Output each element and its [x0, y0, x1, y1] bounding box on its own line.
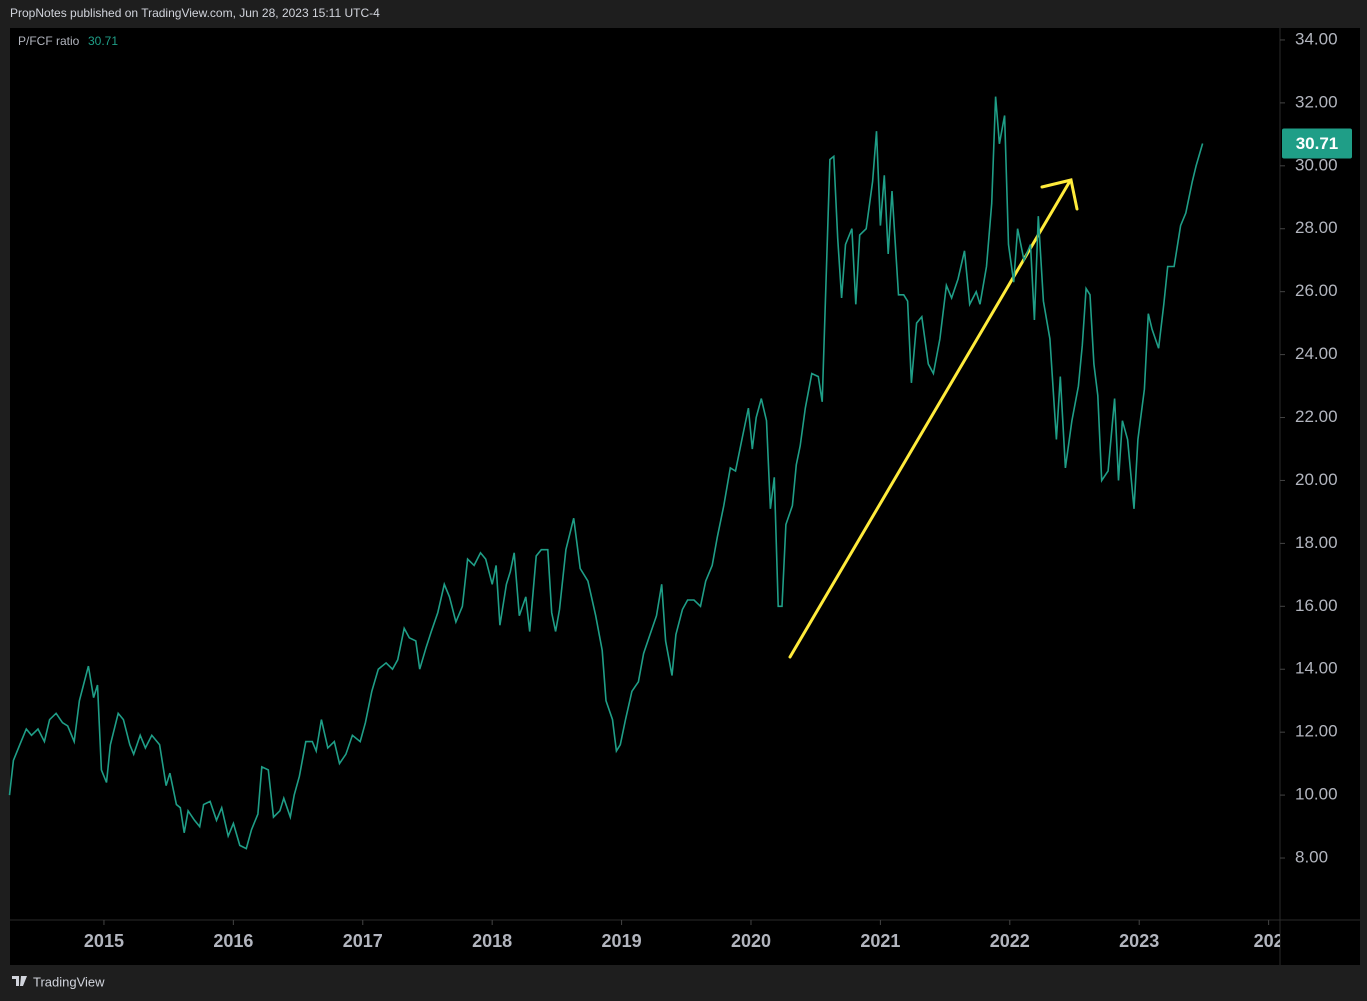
logo: [12, 976, 27, 986]
y-tick-label: 18.00: [1295, 533, 1338, 552]
legend-value: 30.71: [88, 34, 118, 48]
x-axis: 2015 2016 2017 2018 2019 2020 2021 2022 2023 202: [84, 920, 1284, 951]
x-tick-label: 2018: [472, 931, 512, 951]
y-tick-label: 20.00: [1295, 470, 1338, 489]
plot-area: [10, 28, 1360, 965]
footer: TradingView: [33, 974, 105, 989]
x-tick-label: 2022: [990, 931, 1030, 951]
header: PropNotes published on TradingView.com, …: [10, 6, 380, 20]
price-badge-label: 30.71: [1296, 134, 1339, 153]
x-tick-label: 202: [1254, 931, 1284, 951]
x-tick-label: 2016: [213, 931, 253, 951]
x-tick-label: 2015: [84, 931, 124, 951]
x-tick-label: 2020: [731, 931, 771, 951]
y-tick-label: 30.00: [1295, 155, 1338, 174]
x-tick-label: 2023: [1119, 931, 1159, 951]
y-tick-label: 22.00: [1295, 407, 1338, 426]
y-tick-label: 10.00: [1295, 785, 1338, 804]
line: [8, 96, 1204, 850]
y-tick-label: 24.00: [1295, 344, 1338, 363]
x-tick-label: 2021: [860, 931, 900, 951]
x-tick-label: 2017: [343, 931, 383, 951]
y-tick-label: 26.00: [1295, 281, 1338, 300]
price-badge: [1282, 128, 1352, 159]
y-tick-label: 32.00: [1295, 92, 1338, 111]
y-tick-label: 28.00: [1295, 218, 1338, 237]
legend-name: P/FCF ratio: [18, 34, 80, 48]
y-tick-label: 16.00: [1295, 596, 1338, 615]
y-tick-label: 12.00: [1295, 722, 1338, 741]
y-tick-label: 8.00: [1295, 848, 1328, 867]
y-tick-label: 14.00: [1295, 659, 1338, 678]
x-tick-label: 2019: [602, 931, 642, 951]
y-tick-label: 34.00: [1295, 29, 1338, 48]
